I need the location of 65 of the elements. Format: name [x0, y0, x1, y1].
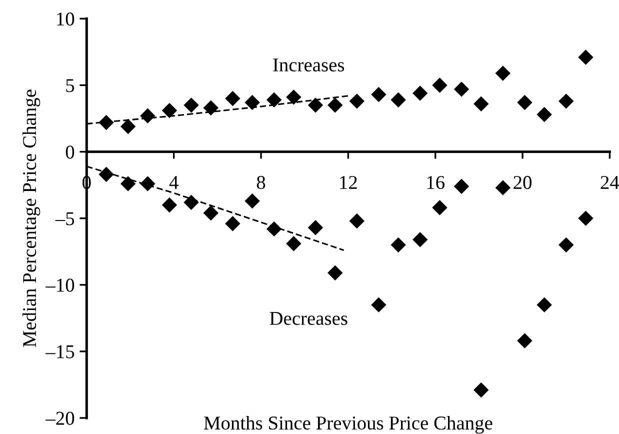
point — [412, 86, 428, 101]
point — [349, 213, 365, 229]
point — [558, 94, 574, 109]
point — [98, 166, 114, 182]
point — [266, 221, 282, 237]
point — [578, 210, 594, 226]
point — [308, 98, 324, 113]
point — [184, 194, 199, 210]
point — [286, 236, 302, 252]
series-label: Increases — [273, 58, 344, 72]
y-tick-label: 10 — [57, 12, 74, 26]
point — [454, 178, 470, 194]
point — [517, 333, 532, 348]
point — [474, 96, 489, 112]
point — [536, 297, 552, 312]
point — [390, 237, 406, 253]
point — [98, 114, 114, 130]
point — [412, 232, 428, 248]
point — [578, 50, 594, 65]
x-tick-label: 8 — [256, 176, 266, 190]
point — [244, 193, 260, 209]
point — [162, 102, 178, 118]
point — [308, 220, 324, 236]
point — [328, 265, 343, 280]
point — [286, 90, 302, 105]
point — [517, 94, 532, 110]
x-tick-label: 12 — [340, 176, 357, 189]
y-tick-label: 0 — [66, 146, 74, 159]
point — [328, 98, 343, 113]
point — [266, 92, 282, 108]
y-tick-label: –10 — [46, 278, 74, 292]
point — [349, 94, 365, 109]
point — [120, 118, 136, 134]
point — [244, 94, 260, 110]
point — [371, 297, 386, 312]
point — [432, 200, 448, 216]
point — [225, 90, 240, 106]
x-tick-label: 16 — [427, 176, 445, 190]
point — [162, 197, 178, 213]
x-tick-label: 20 — [514, 176, 532, 190]
point — [203, 100, 218, 116]
y-tick-label: –15 — [46, 345, 74, 358]
point — [558, 237, 574, 253]
point — [203, 205, 218, 221]
point — [474, 382, 489, 398]
point — [140, 176, 156, 192]
x-tick-label: 24 — [600, 176, 619, 189]
point — [495, 66, 511, 81]
y-tick-label: –5 — [55, 212, 74, 226]
point — [120, 176, 136, 192]
point — [536, 106, 552, 122]
y-tick-label: –20 — [46, 412, 74, 425]
point — [371, 86, 386, 102]
x-axis-title: Months Since Previous Price Change — [204, 416, 492, 434]
point — [390, 92, 406, 108]
y-axis-title: Median Percentage Price Change — [22, 90, 40, 348]
point — [184, 98, 199, 113]
point — [454, 82, 470, 97]
point — [225, 216, 240, 232]
series-label: Decreases — [270, 312, 348, 325]
y-tick-label: 5 — [66, 79, 74, 92]
point — [140, 108, 156, 124]
x-tick-label: 4 — [169, 176, 178, 189]
point — [495, 180, 511, 196]
point — [432, 78, 448, 93]
